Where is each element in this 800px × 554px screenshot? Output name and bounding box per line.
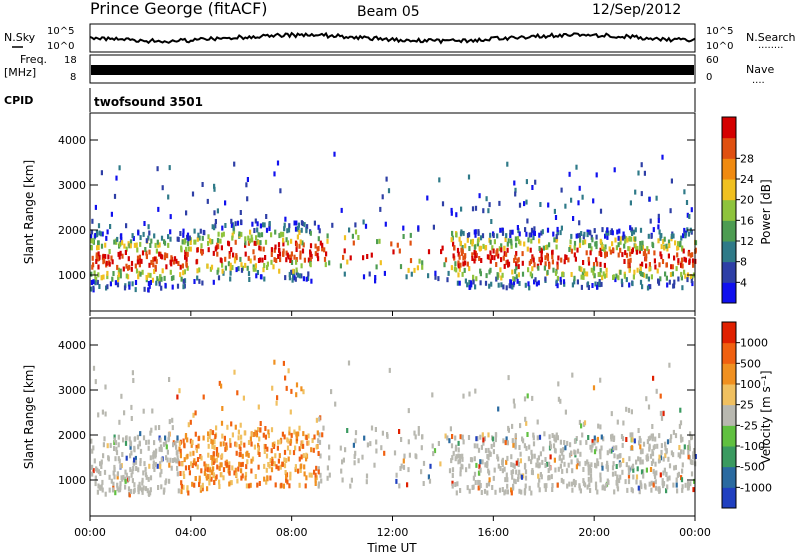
power-colorbar-tick-label: 16: [740, 214, 754, 227]
power-colorbar-swatch: [722, 220, 736, 242]
velocity-ytick-label: 4000: [58, 339, 86, 352]
velocity-colorbar-tick-label: 25: [740, 399, 754, 412]
velocity-heatmap: [90, 359, 697, 498]
velocity-colorbar-swatch: [722, 425, 736, 447]
power-colorbar-tick-label: 4: [740, 276, 747, 289]
nsearch-label: N.Search: [746, 31, 796, 44]
noise-left-tick-top: 10^5: [47, 26, 74, 37]
x-axis-label: Time UT: [366, 541, 417, 554]
velocity-colorbar-tick-label: -100: [740, 440, 765, 453]
power-colorbar-swatch: [722, 241, 736, 263]
x-tick-label: 00:00: [74, 526, 106, 539]
power-ytick-label: 1000: [58, 269, 86, 282]
velocity-colorbar-swatch: [722, 487, 736, 509]
x-tick-label: 00:00: [679, 526, 711, 539]
power-colorbar-swatch: [722, 261, 736, 283]
noise-right-tick-bottom: 10^0: [706, 41, 733, 52]
velocity-ylabel: Slant Range [km]: [22, 365, 36, 469]
power-colorbar-frame: [721, 116, 737, 304]
power-colorbar-label: Power [dB]: [759, 179, 773, 244]
noise-trace: [89, 31, 696, 45]
x-tick-label: 08:00: [276, 526, 308, 539]
x-tick-label: 20:00: [578, 526, 610, 539]
velocity-ytick-label: 2000: [58, 429, 86, 442]
velocity-colorbar: 1000 500 100 25 -25 -100 -500 -1000: [721, 321, 772, 509]
freq-right-tick-bottom: 0: [706, 72, 712, 83]
velocity-colorbar-swatch: [722, 404, 736, 426]
power-colorbar-tick-label: 8: [740, 256, 747, 269]
power-colorbar-swatch: [722, 158, 736, 180]
freq-band: [91, 65, 694, 75]
velocity-colorbar-tick-label: 500: [740, 357, 761, 370]
velocity-ytick-label: 3000: [58, 384, 86, 397]
power-ytick-label: 4000: [58, 134, 86, 147]
freq-label: Freq.: [20, 53, 47, 66]
velocity-colorbar-tick-label: -500: [740, 461, 765, 474]
velocity-colorbar-swatch: [722, 466, 736, 488]
cpid-value: twofsound 3501: [94, 95, 203, 109]
power-colorbar-swatch: [722, 199, 736, 221]
power-ytick-label: 3000: [58, 179, 86, 192]
velocity-colorbar-swatch: [722, 322, 736, 344]
power-colorbar-swatch: [722, 179, 736, 201]
power-colorbar-tick-label: 24: [740, 173, 754, 186]
time-axis: 00:00 04:00 08:00 12:00 16:00 20:00 00:00: [74, 311, 711, 539]
noise-left-tick-bottom: 10^0: [47, 41, 74, 52]
freq-left-tick-top: 18: [64, 55, 77, 66]
power-colorbar: 4 8 12 16 20 24 28: [721, 116, 754, 304]
x-tick-label: 04:00: [175, 526, 207, 539]
cpid-label: CPID: [4, 94, 33, 107]
velocity-colorbar-swatch: [722, 446, 736, 468]
freq-panel: [89, 54, 696, 84]
freq-right-tick-top: 60: [706, 55, 719, 66]
noise-panel: [89, 23, 696, 53]
nave-legend-dots: ....: [752, 75, 765, 86]
power-colorbar-swatch: [722, 137, 736, 159]
power-y-axis: 1000 2000 3000 4000: [58, 134, 695, 282]
freq-unit-label: [MHz]: [4, 66, 36, 79]
velocity-colorbar-tick-label: -25: [740, 419, 758, 432]
date-label: 12/Sep/2012: [592, 2, 681, 18]
velocity-colorbar-swatch: [722, 342, 736, 364]
velocity-colorbar-tick-label: -1000: [740, 481, 772, 494]
nsky-label: N.Sky: [4, 31, 36, 44]
power-colorbar-tick-label: 12: [740, 235, 754, 248]
velocity-colorbar-swatch: [722, 384, 736, 406]
velocity-colorbar-swatch: [722, 363, 736, 385]
noise-right-tick-top: 10^5: [706, 26, 733, 37]
power-heatmap: [90, 151, 698, 293]
x-tick-label: 16:00: [477, 526, 509, 539]
velocity-colorbar-label: Velocity [m s⁻¹]: [759, 370, 773, 463]
power-colorbar-tick-label: 28: [740, 152, 754, 165]
power-colorbar-swatch: [722, 282, 736, 304]
velocity-y-axis: 1000 2000 3000 4000: [58, 339, 695, 487]
power-ytick-label: 2000: [58, 224, 86, 237]
nave-label: Nave: [746, 63, 774, 76]
nsearch-legend-dots: ........: [758, 40, 783, 51]
station-title: Prince George (fitACF): [90, 0, 268, 18]
power-colorbar-swatch: [722, 117, 736, 139]
x-tick-label: 12:00: [377, 526, 409, 539]
velocity-colorbar-tick-label: 1000: [740, 337, 768, 350]
velocity-ytick-label: 1000: [58, 474, 86, 487]
power-ylabel: Slant Range [km]: [22, 160, 36, 264]
freq-left-tick-bottom: 8: [70, 72, 76, 83]
power-colorbar-tick-label: 20: [740, 194, 754, 207]
velocity-colorbar-tick-label: 100: [740, 378, 761, 391]
beam-label: Beam 05: [357, 4, 420, 20]
velocity-colorbar-frame: [721, 321, 737, 509]
